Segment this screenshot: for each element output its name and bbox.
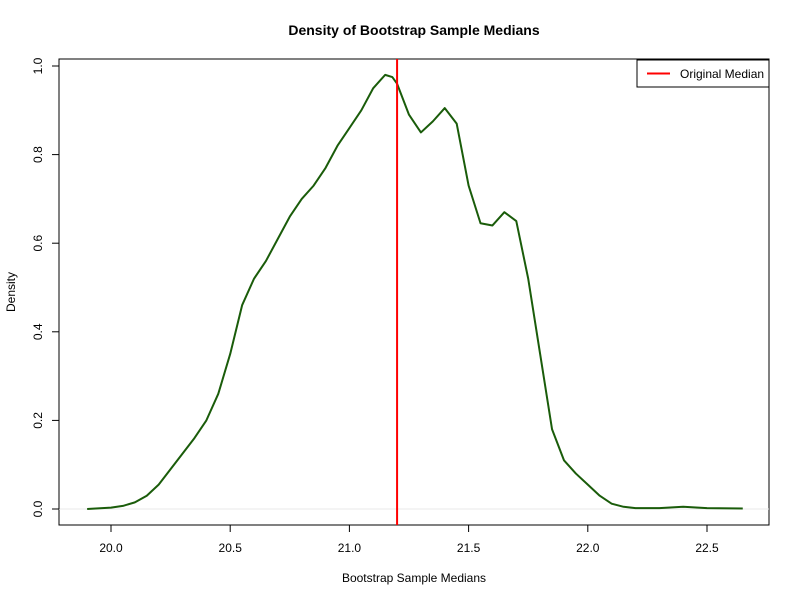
y-tick-label: 0.0 bbox=[31, 500, 45, 517]
x-tick-label: 21.0 bbox=[338, 541, 362, 555]
y-axis-label: Density bbox=[4, 272, 18, 312]
x-axis: 20.0 20.5 21.0 21.5 22.0 22.5 bbox=[99, 524, 719, 555]
y-tick-label: 0.2 bbox=[31, 412, 45, 429]
y-tick-label: 0.8 bbox=[31, 146, 45, 163]
y-tick-label: 0.4 bbox=[31, 323, 45, 340]
chart-title: Density of Bootstrap Sample Medians bbox=[288, 22, 539, 38]
x-tick-label: 20.5 bbox=[219, 541, 243, 555]
x-tick-label: 21.5 bbox=[457, 541, 481, 555]
y-tick-label: 0.6 bbox=[31, 235, 45, 252]
y-axis: 0.0 0.2 0.4 0.6 0.8 1.0 bbox=[31, 57, 60, 517]
plot-frame bbox=[58, 58, 770, 526]
x-tick-label: 22.5 bbox=[695, 541, 719, 555]
density-curve bbox=[87, 73, 743, 510]
legend: Original Median bbox=[636, 59, 770, 88]
y-tick-label: 1.0 bbox=[31, 57, 45, 74]
x-tick-label: 22.0 bbox=[576, 541, 600, 555]
x-axis-label: Bootstrap Sample Medians bbox=[342, 571, 486, 585]
x-tick-label: 20.0 bbox=[99, 541, 123, 555]
legend-label: Original Median bbox=[680, 67, 764, 81]
